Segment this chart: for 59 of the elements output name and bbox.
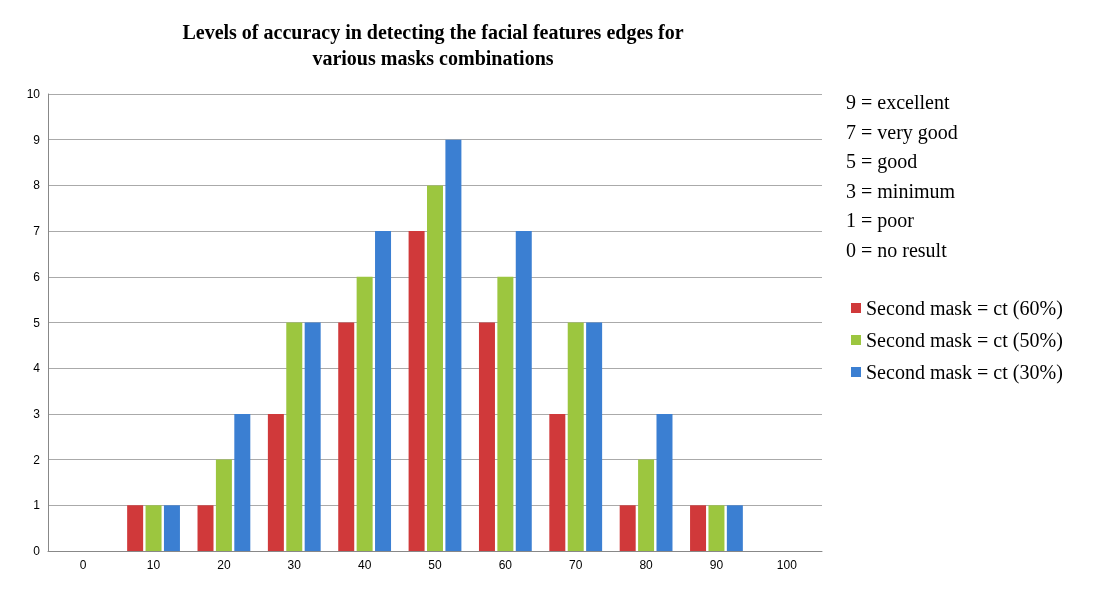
bar bbox=[286, 322, 303, 551]
y-tick-label: 9 bbox=[33, 132, 41, 147]
bar bbox=[145, 505, 162, 551]
x-tick-label: 0 bbox=[79, 558, 87, 572]
bar bbox=[127, 505, 144, 551]
bar bbox=[549, 413, 566, 551]
legend-label: Second mask = ct (50%) bbox=[866, 329, 1063, 352]
x-tick-label: 10 bbox=[146, 558, 161, 572]
x-tick-label: 80 bbox=[639, 558, 654, 572]
bar bbox=[567, 322, 584, 551]
chart-title: Levels of accuracy in detecting the facial features edges for various masks combinations bbox=[182, 21, 684, 69]
bar bbox=[726, 505, 743, 551]
bar bbox=[619, 505, 636, 551]
legend-label: Second mask = ct (60%) bbox=[866, 297, 1063, 320]
bar bbox=[267, 413, 284, 551]
y-tick-label: 5 bbox=[33, 315, 41, 330]
bar bbox=[427, 185, 443, 551]
y-tick-label: 10 bbox=[26, 87, 41, 101]
y-tick-label: 3 bbox=[33, 406, 41, 421]
bar bbox=[356, 276, 373, 551]
text: 9 = excellent bbox=[846, 91, 950, 113]
text: 1 = poor bbox=[846, 209, 915, 232]
bar bbox=[708, 505, 725, 551]
y-tick-label: 6 bbox=[33, 269, 41, 284]
bar bbox=[304, 322, 321, 551]
x-tick-label: 100 bbox=[776, 558, 798, 572]
text: 0 = no result bbox=[846, 238, 948, 261]
bar bbox=[638, 459, 655, 551]
x-tick-label: 50 bbox=[428, 558, 442, 572]
x-tick-label: 30 bbox=[287, 558, 302, 572]
x-tick-label: 90 bbox=[709, 558, 724, 572]
bar bbox=[586, 322, 603, 551]
bar bbox=[408, 231, 425, 551]
text: 5 = good bbox=[846, 150, 918, 173]
y-tick-label: 2 bbox=[33, 452, 41, 467]
y-tick-label: 4 bbox=[33, 361, 41, 376]
bar bbox=[197, 505, 214, 551]
bar bbox=[690, 505, 707, 551]
bar bbox=[215, 459, 232, 551]
x-tick-label: 20 bbox=[217, 558, 231, 572]
x-tick-label: 40 bbox=[357, 558, 372, 572]
bar bbox=[234, 413, 251, 551]
bar bbox=[497, 276, 514, 551]
x-tick-label: 60 bbox=[498, 558, 513, 572]
bar bbox=[515, 231, 532, 551]
y-tick-label: 8 bbox=[33, 178, 41, 193]
bar bbox=[338, 322, 355, 551]
bar bbox=[375, 231, 392, 551]
bar bbox=[445, 139, 462, 551]
text: 7 = very good bbox=[846, 120, 958, 144]
x-tick-label: 70 bbox=[569, 558, 583, 572]
bar bbox=[656, 413, 673, 551]
bar bbox=[163, 505, 180, 551]
y-tick-label: 1 bbox=[33, 498, 41, 513]
legend-label: Second mask = ct (30%) bbox=[866, 361, 1063, 384]
y-tick-label: 0 bbox=[33, 544, 41, 558]
y-tick-label: 7 bbox=[33, 224, 41, 239]
bar bbox=[478, 322, 495, 551]
text: 3 = minimum bbox=[846, 179, 956, 202]
